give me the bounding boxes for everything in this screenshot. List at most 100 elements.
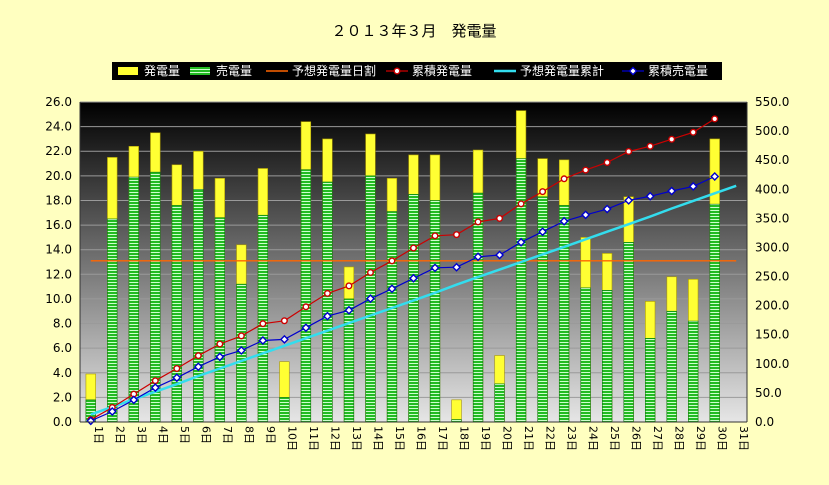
point-cumulative-generation <box>280 317 288 325</box>
chart-title: ２０１３年３月 発電量 <box>331 22 496 40</box>
point-cumulative-sold <box>344 305 354 315</box>
x-tick-label: 28日 <box>673 426 686 451</box>
bar-sold <box>494 383 505 423</box>
y-left-tick-label: 18.0 <box>45 193 72 207</box>
legend-box <box>112 62 722 80</box>
bar-sold <box>193 189 204 423</box>
y-right-tick-label: 550.0 <box>755 95 789 109</box>
y-right-tick-label: 100.0 <box>755 357 789 371</box>
bar-generation <box>451 399 462 423</box>
legend-label: 売電量 <box>216 63 252 78</box>
legend-label: 発電量 <box>144 64 180 78</box>
y-left-tick-label: 8.0 <box>53 317 72 331</box>
bar-sold <box>322 181 333 423</box>
bar-sold <box>515 158 527 423</box>
x-tick-label: 2日 <box>113 426 126 444</box>
x-tick-label: 10日 <box>285 426 298 451</box>
point-cumulative-generation <box>194 352 202 360</box>
y-left-tick-label: 16.0 <box>45 218 72 232</box>
legend: 発電量 売電量 予想発電量日割 累積発電量 予想発電量累計 累積売電量 <box>112 62 722 80</box>
y-left-tick-label: 12.0 <box>45 267 72 281</box>
x-tick-label: 24日 <box>587 426 600 451</box>
point-cumulative-sold <box>150 383 160 393</box>
point-cumulative-sold <box>581 210 591 220</box>
point-cumulative-generation <box>582 166 590 174</box>
line-cumulative-generation <box>90 118 716 421</box>
y-right-tick-label: 150.0 <box>755 328 789 342</box>
y-right-tick-label: 300.0 <box>755 240 789 254</box>
bar-sold <box>279 397 290 423</box>
legend-label: 予想発電量日割 <box>292 63 376 78</box>
point-cumulative-generation <box>431 232 439 240</box>
point-cumulative-generation <box>388 257 396 265</box>
point-cumulative-generation <box>689 128 697 136</box>
x-tick-label: 13日 <box>350 426 363 451</box>
point-cumulative-sold <box>645 191 655 201</box>
bar-sold <box>386 211 398 423</box>
point-cumulative-generation <box>496 214 504 222</box>
legend-marker <box>393 67 401 75</box>
point-cumulative-generation <box>345 282 353 290</box>
x-tick-label: 9日 <box>264 426 277 444</box>
x-tick-label: 31日 <box>737 426 750 451</box>
y-left-tick-label: 24.0 <box>45 120 72 134</box>
y-left-tick-label: 0.0 <box>53 415 72 429</box>
point-cumulative-generation <box>625 147 633 155</box>
point-cumulative-generation <box>711 115 719 123</box>
bar-sold <box>257 214 269 423</box>
point-cumulative-generation <box>173 364 181 372</box>
y-right-tick-label: 0.0 <box>755 415 774 429</box>
y-left-tick-label: 14.0 <box>45 243 72 257</box>
legend-label: 累積売電量 <box>648 63 708 78</box>
point-cumulative-generation <box>410 244 418 252</box>
point-cumulative-sold <box>516 237 526 247</box>
x-tick-label: 1日 <box>92 426 105 444</box>
x-tick-label: 30日 <box>716 426 729 451</box>
point-cumulative-sold <box>86 416 96 426</box>
x-tick-label: 22日 <box>544 426 557 451</box>
point-cumulative-sold <box>215 352 225 362</box>
x-tick-label: 19日 <box>479 426 492 451</box>
y-left-tick-label: 6.0 <box>53 341 72 355</box>
bar-sold <box>709 203 720 423</box>
point-cumulative-generation <box>517 200 525 208</box>
point-cumulative-generation <box>603 159 611 167</box>
point-cumulative-sold <box>365 294 375 304</box>
x-tick-label: 6日 <box>199 426 212 444</box>
bar-sold <box>408 194 419 423</box>
point-cumulative-sold <box>667 186 677 196</box>
x-tick-label: 25日 <box>608 426 621 451</box>
x-tick-label: 18日 <box>458 426 471 451</box>
y-right-tick-label: 400.0 <box>755 182 789 196</box>
x-tick-label: 27日 <box>651 426 664 451</box>
point-cumulative-sold <box>387 284 397 294</box>
point-cumulative-generation <box>453 231 461 239</box>
y-right-tick-label: 250.0 <box>755 270 789 284</box>
line-cumulative-sold <box>90 175 715 422</box>
x-tick-label: 29日 <box>694 426 707 451</box>
point-cumulative-sold <box>322 311 332 321</box>
point-cumulative-sold <box>107 407 117 417</box>
x-tick-label: 3日 <box>135 426 148 444</box>
legend-label: 累積発電量 <box>412 63 472 78</box>
bar-sold <box>688 320 699 423</box>
x-tick-label: 17日 <box>436 426 449 451</box>
y-left-tick-label: 20.0 <box>45 169 72 183</box>
x-tick-label: 23日 <box>565 426 578 451</box>
y-left-tick-label: 22.0 <box>45 144 72 158</box>
point-cumulative-generation <box>539 188 547 196</box>
bar-sold <box>602 290 613 423</box>
axes: 0.0 2.0 4.0 6.0 8.0 10.0 12.0 14.0 16.0 18.0 20.0 2… <box>45 95 789 451</box>
point-cumulative-sold <box>495 250 505 260</box>
x-tick-label: 8日 <box>242 426 255 444</box>
point-cumulative-sold <box>624 195 634 205</box>
bar-sold <box>171 205 182 423</box>
x-tick-label: 4日 <box>156 426 169 444</box>
legend-marker <box>628 66 638 76</box>
point-cumulative-sold <box>258 336 268 346</box>
x-tick-label: 11日 <box>307 426 320 451</box>
bar-sold <box>666 310 677 423</box>
x-tick-label: 7日 <box>221 426 234 444</box>
x-tick-label: 20日 <box>501 426 514 451</box>
